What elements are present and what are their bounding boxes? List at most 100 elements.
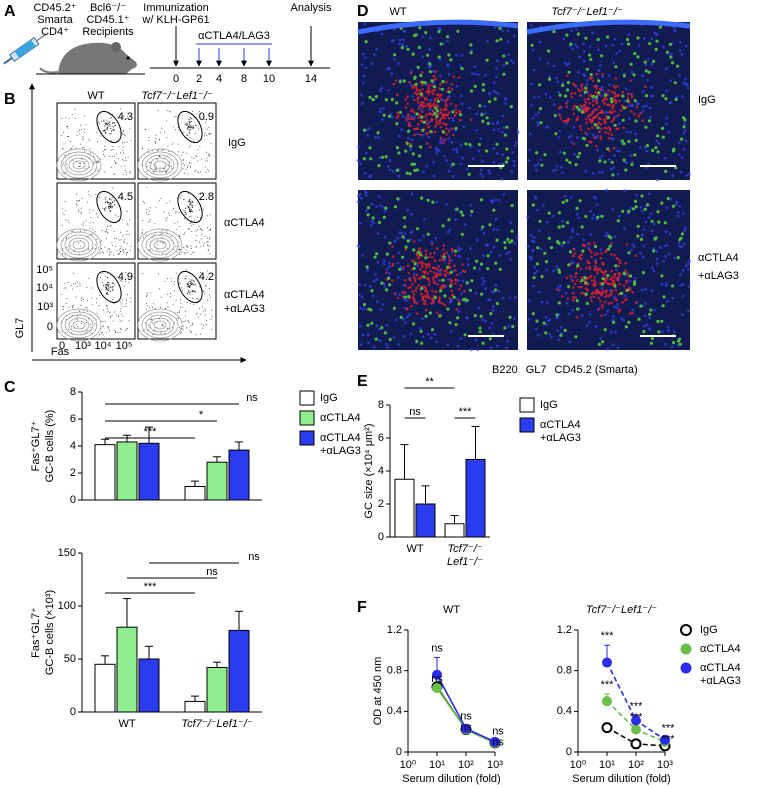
stain-dot [634,138,638,142]
stain-dot [378,327,381,331]
event-dot [168,212,170,214]
stain-dot [381,303,385,306]
event-dot [124,141,126,143]
event-dot [167,217,169,219]
stain-dot [384,206,388,210]
event-dot [104,231,106,233]
stain-dot [671,149,676,153]
stain-dot [426,122,429,126]
stain-dot [421,134,425,137]
event-dot [200,234,202,236]
significance-label: *** [459,406,473,418]
event-dot [63,143,65,145]
stain-dot [469,203,472,207]
stain-dot [588,248,591,251]
stain-dot [656,150,660,154]
stain-dot [356,159,360,162]
stain-dot [661,304,665,308]
event-dot [148,210,150,212]
event-dot [79,283,81,285]
stain-dot [434,106,438,110]
event-dot [181,155,183,156]
event-dot [113,231,115,232]
event-dot [104,149,106,151]
stain-dot [605,127,609,130]
stain-dot [572,107,575,111]
stain-dot [414,33,418,37]
event-dot [182,167,184,169]
stain-dot [671,174,675,178]
stain-dot [460,102,464,106]
stain-dot [387,89,391,92]
stain-dot [408,285,412,289]
stain-dot [663,156,667,160]
contour [56,228,102,262]
event-dot [199,313,201,315]
event-dot [146,305,148,307]
stain-dot [380,86,383,90]
event-dot [196,246,198,248]
stain-dot [400,232,403,235]
event-dot [119,331,121,333]
stain-dot [618,283,622,286]
event-dot [81,223,83,225]
stain-dot [575,299,579,303]
event-dot [63,162,64,164]
event-dot [179,254,181,255]
stain-dot [413,133,417,137]
stain-dot [470,145,473,149]
stain-dot [404,106,408,109]
stain-dot [584,36,588,40]
stain-dot [580,253,583,256]
stain-dot [612,104,615,107]
stain-dot [631,291,634,294]
point [601,722,613,734]
event-dot [208,153,210,155]
panel-letter: B [4,91,16,108]
stain-dot [405,171,409,175]
event-dot [190,215,192,217]
stain-dot [557,225,561,229]
stain-dot [411,296,415,300]
bar [394,478,415,538]
event-dot [77,130,79,132]
stain-dot [599,248,603,252]
stain-dot [456,29,460,33]
y-tick-label: 0 [47,321,53,333]
event-dot [66,163,68,165]
stain-dot [455,111,458,115]
event-dot [141,231,143,233]
stain-dot [415,127,418,131]
stain-dot [596,93,599,97]
stain-dot [481,159,484,163]
event-dot [75,147,77,149]
stain-dot [564,102,568,105]
stain-dot [433,332,437,336]
stain-dot [455,308,459,311]
stain-dot [428,311,432,315]
stain-dot [605,294,608,297]
stain-dot [452,148,456,151]
stain-dot [644,63,648,67]
stain-dot [594,95,599,99]
stain-dot [559,333,563,337]
stain-dot [593,267,597,271]
legend-swatch [299,390,315,406]
event-dot [203,135,205,137]
stain-dot [630,162,634,167]
stain-dot [438,122,441,125]
stain-dot [584,86,588,90]
event-dot [98,305,100,306]
event-dot [209,296,211,298]
event-dot [120,280,122,281]
stain-dot [417,107,421,110]
stain-dot [596,252,599,255]
stain-dot [423,285,427,289]
stain-dot [435,109,439,113]
stain-dot [566,81,571,85]
stain-dot [496,228,499,232]
significance-label: *** [662,734,676,746]
stain-dot [556,329,560,333]
stain-dot [665,206,669,210]
stain-dot [589,233,592,236]
